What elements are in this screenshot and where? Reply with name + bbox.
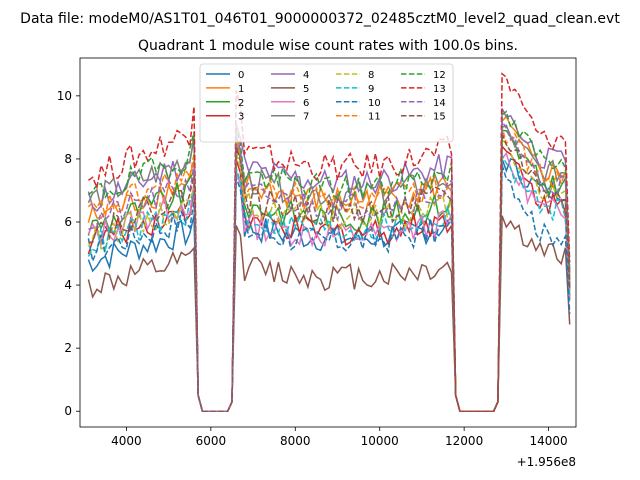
- x-tick-label: 12000: [445, 434, 483, 448]
- legend-label-3: 3: [238, 112, 244, 123]
- series-line-15: [88, 133, 571, 412]
- legend-label-5: 5: [303, 84, 309, 95]
- legend-label-15: 15: [433, 112, 446, 123]
- series-line-8: [87, 138, 571, 412]
- y-tick-label: 4: [64, 278, 72, 292]
- legend-label-11: 11: [368, 112, 381, 123]
- y-tick-label: 10: [57, 89, 72, 103]
- legend-label-12: 12: [433, 70, 446, 81]
- legend-label-0: 0: [238, 70, 244, 81]
- legend-label-7: 7: [303, 112, 309, 123]
- legend-label-10: 10: [368, 98, 381, 109]
- series-layer: [87, 72, 571, 412]
- legend-label-6: 6: [303, 98, 309, 109]
- chart-suptitle: Data file: modeM0/AS1T01_046T01_90000003…: [20, 11, 620, 27]
- x-axis-offset-label: +1.956e8: [517, 455, 576, 469]
- y-tick-label: 8: [64, 152, 72, 166]
- legend-label-1: 1: [238, 84, 244, 95]
- legend-label-4: 4: [303, 70, 309, 81]
- y-tick-label: 6: [64, 215, 72, 229]
- x-tick-label: 6000: [196, 434, 227, 448]
- y-tick-label: 0: [64, 404, 72, 418]
- legend-label-2: 2: [238, 98, 244, 109]
- x-tick-label: 14000: [529, 434, 567, 448]
- series-line-13: [87, 72, 571, 412]
- legend-label-9: 9: [368, 84, 374, 95]
- legend-label-8: 8: [368, 70, 374, 81]
- x-tick-label: 8000: [280, 434, 311, 448]
- axes-frame: [79, 57, 577, 428]
- legend-box: [199, 63, 454, 143]
- chart-title: Quadrant 1 module wise count rates with …: [138, 38, 518, 54]
- x-tick-label: 10000: [361, 434, 399, 448]
- series-line-11: [87, 127, 571, 412]
- legend-label-14: 14: [433, 98, 446, 109]
- x-tick-label: 4000: [111, 434, 142, 448]
- y-tick-label: 2: [64, 341, 72, 355]
- legend-label-13: 13: [433, 84, 446, 95]
